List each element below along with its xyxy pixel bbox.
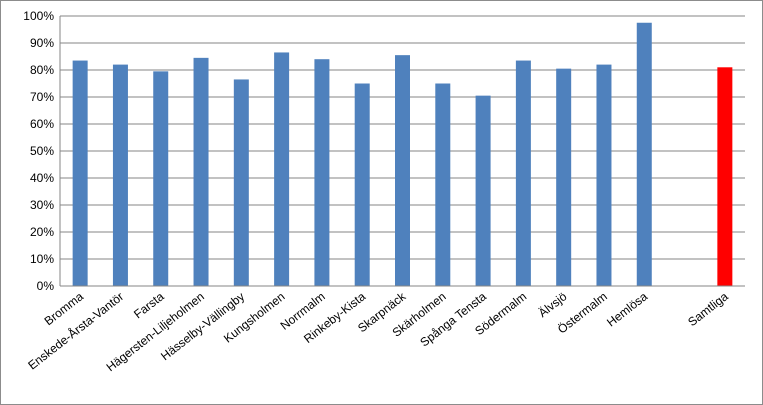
bar xyxy=(274,52,290,287)
bar xyxy=(233,79,249,286)
y-tick-label: 100% xyxy=(23,9,54,23)
bar xyxy=(556,68,572,287)
y-tick-label: 60% xyxy=(30,117,54,131)
bar xyxy=(354,83,370,286)
y-tick-label: 40% xyxy=(30,171,54,185)
bar xyxy=(314,59,330,287)
bar xyxy=(435,83,451,286)
bar xyxy=(717,67,733,286)
bars xyxy=(72,22,733,287)
bar xyxy=(153,71,169,286)
bar xyxy=(112,64,128,286)
y-tick-label: 90% xyxy=(30,36,54,50)
bar xyxy=(193,57,209,286)
y-tick-label: 0% xyxy=(37,279,55,293)
y-axis-tick-labels: 0% 10% 20% 30% 40% 50% 60% 70% 80% 90% 100% xyxy=(23,9,54,293)
y-tick-label: 80% xyxy=(30,63,54,77)
y-tick-label: 10% xyxy=(30,252,54,266)
y-tick-label: 50% xyxy=(30,144,54,158)
x-tick-label: Samtliga xyxy=(685,289,731,329)
x-tick-label: Farsta xyxy=(131,289,167,321)
bar xyxy=(72,60,88,286)
gridlines xyxy=(60,15,745,260)
bar xyxy=(596,64,612,286)
bar xyxy=(395,55,410,287)
x-tick-label: Älvsjö xyxy=(536,289,570,320)
x-axis xyxy=(59,16,745,287)
y-tick-label: 30% xyxy=(30,198,54,212)
y-tick-label: 20% xyxy=(30,225,54,239)
y-tick-label: 70% xyxy=(30,90,54,104)
bar xyxy=(636,22,652,286)
bar xyxy=(515,60,531,286)
x-tick-label: Hemlösa xyxy=(604,289,650,329)
bar xyxy=(475,95,491,287)
